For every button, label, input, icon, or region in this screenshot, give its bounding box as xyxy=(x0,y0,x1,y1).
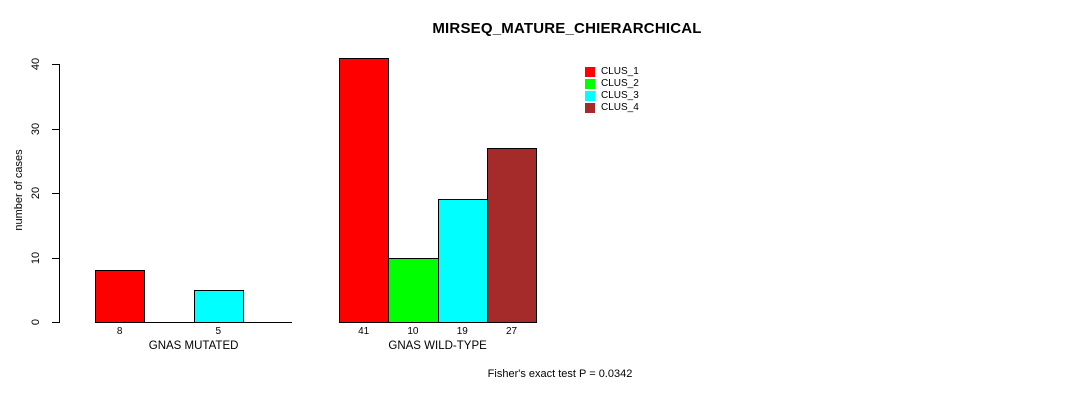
bar-value-label: 10 xyxy=(407,326,419,337)
y-axis-tick-label: 0 xyxy=(30,318,42,326)
legend-item-clus-1: CLUS_1 xyxy=(585,66,639,78)
x-axis-group-label-gnas-wild-type: GNAS WILD-TYPE xyxy=(388,340,487,352)
legend-swatch-clus-4-icon xyxy=(585,103,595,113)
legend-swatch-clus-3-icon xyxy=(585,91,595,101)
y-axis-tick-label: 10 xyxy=(30,251,42,264)
fisher-test-annotation: Fisher's exact test P = 0.0342 xyxy=(487,368,633,380)
bar-clus-2-gnas-wild-type xyxy=(388,257,439,323)
y-axis-title: number of cases xyxy=(13,149,25,231)
legend: CLUS_1 CLUS_2 CLUS_3 CLUS_4 xyxy=(585,66,639,114)
chart-title: MIRSEQ_MATURE_CHIERARCHICAL xyxy=(432,20,702,37)
x-axis-group-label-gnas-mutated: GNAS MUTATED xyxy=(148,340,239,352)
bar-value-label: 8 xyxy=(116,326,123,337)
legend-item-clus-2: CLUS_2 xyxy=(585,78,639,90)
y-axis-tick xyxy=(52,322,59,323)
y-axis-tick-label: 20 xyxy=(30,186,42,200)
bar-clus-1-gnas-wild-type xyxy=(339,57,390,323)
y-axis-tick xyxy=(52,128,59,130)
legend-item-clus-4: CLUS_4 xyxy=(585,102,639,114)
bar-clus-3-gnas-wild-type xyxy=(437,199,488,323)
y-axis-tick xyxy=(52,193,59,194)
legend-item-clus-3: CLUS_3 xyxy=(585,90,639,102)
bar-clus-1-gnas-mutated xyxy=(95,270,146,323)
bar-clus-3-gnas-mutated xyxy=(193,289,244,323)
legend-label-clus-1: CLUS_1 xyxy=(601,66,639,77)
bar-value-label: 27 xyxy=(505,326,518,337)
y-axis-tick xyxy=(52,64,59,65)
legend-swatch-clus-1-icon xyxy=(585,67,595,77)
legend-swatch-clus-2-icon xyxy=(585,79,595,89)
legend-label-clus-4: CLUS_4 xyxy=(601,102,639,113)
y-axis-line xyxy=(59,64,60,323)
y-axis-tick-label: 40 xyxy=(30,57,42,71)
bar-value-label: 5 xyxy=(215,326,222,337)
y-axis-tick-label: 30 xyxy=(30,122,42,135)
bar-clus-4-gnas-wild-type xyxy=(486,147,538,323)
bar-value-label: 19 xyxy=(456,326,468,337)
y-axis-tick xyxy=(52,257,59,259)
legend-label-clus-2: CLUS_2 xyxy=(601,78,639,89)
legend-label-clus-3: CLUS_3 xyxy=(601,90,639,101)
bar-value-label: 41 xyxy=(358,326,370,337)
